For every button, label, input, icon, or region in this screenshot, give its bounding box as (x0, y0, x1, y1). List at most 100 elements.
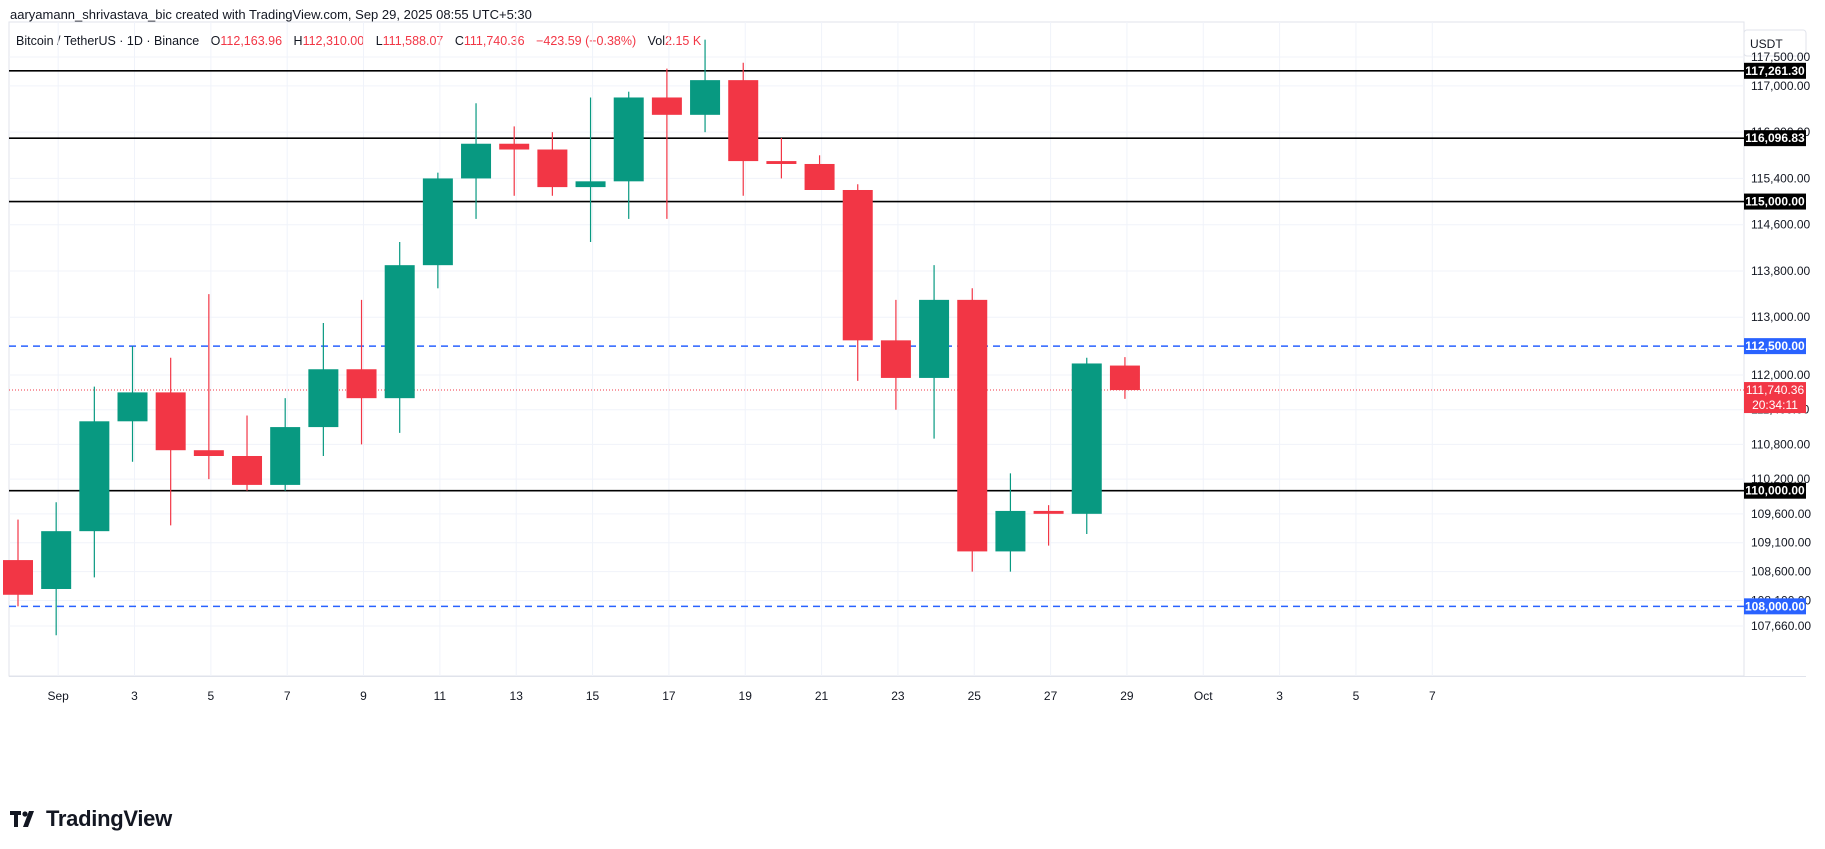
tradingview-logo-icon (10, 811, 34, 827)
price-tick-label: 117,000.00 (1751, 79, 1810, 93)
price-tick-label: 110,200.00 (1751, 472, 1810, 486)
candlestick-series (3, 39, 1140, 636)
candle-body (308, 369, 339, 428)
candle-body (499, 143, 530, 150)
volume-value: 2.15 K (665, 34, 702, 48)
candle-body (3, 560, 33, 595)
candle-body (651, 97, 682, 115)
time-tick-label: 9 (360, 689, 367, 703)
candle-body (842, 189, 873, 341)
level-price-badge (1744, 62, 1806, 79)
price-tick-label: 108,600.00 (1751, 565, 1811, 579)
plot-border (8, 21, 1745, 677)
candle-body (804, 163, 835, 190)
time-tick-label: 23 (891, 689, 905, 703)
level-price-badge (1744, 130, 1806, 147)
price-tick-label: 113,800.00 (1751, 264, 1810, 278)
candle-body (422, 178, 453, 266)
time-tick-label: Sep (47, 689, 69, 703)
candle-body (728, 80, 759, 162)
level-price-badge (1744, 193, 1806, 210)
time-tick-label: 13 (510, 689, 524, 703)
candle-body (79, 421, 110, 532)
last-price-badge (1744, 382, 1806, 414)
level-price-badge-label: 115,000.00 (1745, 195, 1805, 209)
open-value: 112,163.96 (220, 34, 283, 48)
low-value: 111,588.07 (382, 34, 444, 48)
symbol-name[interactable]: Bitcoin / TetherUS · 1D · Binance (16, 34, 200, 48)
tradingview-logo-text: TradingView (46, 806, 172, 831)
candle-body (155, 392, 186, 451)
level-price-badge-label: 117,261.30 (1745, 64, 1805, 78)
candle-body (117, 392, 148, 422)
price-tick-label: 109,100.00 (1751, 536, 1811, 550)
candle-body (270, 427, 301, 485)
level-price-badge (1744, 338, 1806, 355)
candle-body (575, 181, 606, 188)
candle-countdown-label: 20:34:11 (1752, 398, 1798, 412)
chart-caption: aaryamann_shrivastava_bic created with T… (10, 7, 532, 22)
time-tick-label: 27 (1044, 689, 1058, 703)
price-tick-label: 109,600.00 (1751, 507, 1811, 521)
time-tick-label: 25 (968, 689, 982, 703)
candle-body (1109, 365, 1140, 391)
time-tick-label: 19 (739, 689, 753, 703)
candle-body (1071, 363, 1102, 514)
level-price-badge-label: 116,096.83 (1745, 131, 1805, 145)
level-price-badge-label: 112,500.00 (1745, 339, 1805, 353)
price-axis[interactable]: USDT 117,500.00117,000.00116,200.00115,4… (1743, 29, 1811, 633)
symbol-legend: Bitcoin / TetherUS · 1D · Binance O112,1… (16, 34, 709, 48)
price-tick-label: 117,500.00 (1751, 50, 1810, 64)
time-tick-label: 7 (1429, 689, 1436, 703)
horizontal-levels (9, 70, 1744, 608)
time-tick-label: 11 (434, 689, 447, 703)
candle-body (384, 265, 415, 399)
candle-body (41, 531, 72, 589)
time-tick-label: 17 (662, 689, 676, 703)
close-label: C (454, 34, 464, 48)
last-price-badge-label: 111,740.36 (1746, 383, 1805, 397)
time-tick-label: 5 (1353, 689, 1360, 703)
level-price-badge-label: 108,000.00 (1745, 599, 1805, 613)
open-label: O (210, 34, 221, 48)
time-tick-label: 3 (1276, 689, 1283, 703)
time-tick-label: 15 (586, 689, 600, 703)
change-value: −423.59 (−0.38%) (536, 34, 637, 48)
candle-body (957, 299, 988, 552)
level-price-badge (1744, 598, 1806, 615)
time-tick-label: 29 (1120, 689, 1134, 703)
level-price-badge-label: 110,000.00 (1745, 484, 1805, 498)
time-tick-label: Oct (1194, 689, 1213, 703)
low-label: L (375, 34, 383, 48)
high-value: 112,310.00 (302, 34, 365, 48)
tradingview-logo: TradingView (10, 806, 172, 832)
time-tick-label: 21 (815, 689, 829, 703)
price-badges: 117,261.30 116,096.83 115,000.00 112,500.00… (1744, 62, 1806, 615)
candle-body (193, 450, 224, 456)
price-tick-label: 113,000.00 (1751, 310, 1810, 324)
price-tick-label: 110,800.00 (1751, 437, 1810, 451)
close-value: 111,740.36 (463, 34, 525, 48)
candle-body (232, 455, 263, 485)
currency-label: USDT (1750, 37, 1783, 51)
candle-body (690, 80, 721, 115)
price-tick-label: 115,400.00 (1751, 171, 1810, 185)
time-axis[interactable]: Sep 3 5 7 9 11 13 15 17 19 21 23 25 27 29 Oct 3 5 7 (47, 689, 1435, 703)
time-tick-label: 3 (131, 689, 138, 703)
candle-body (346, 369, 377, 399)
candle-body (919, 299, 950, 378)
price-tick-label: 112,000.00 (1751, 368, 1810, 382)
currency-button[interactable] (1743, 29, 1807, 57)
time-tick-label: 5 (208, 689, 215, 703)
price-tick-label: 107,660.00 (1751, 619, 1811, 633)
candle-body (995, 510, 1026, 552)
candle-body (1033, 510, 1064, 514)
level-price-badge (1744, 482, 1806, 499)
candle-body (537, 149, 568, 188)
volume-label: Vol (647, 34, 666, 48)
price-tick-label: 114,600.00 (1751, 218, 1810, 232)
time-tick-label: 7 (284, 689, 291, 703)
candle-body (880, 340, 911, 378)
candle-body (461, 143, 492, 179)
